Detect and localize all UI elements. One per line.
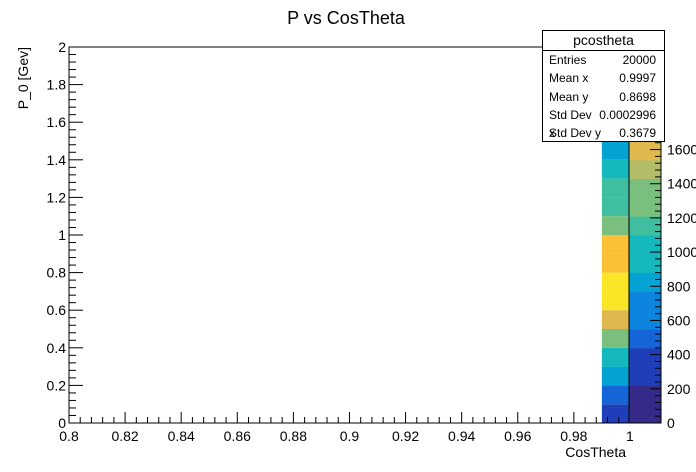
z-tick-label: 200: [667, 381, 691, 397]
heatmap-cell: [601, 159, 630, 179]
y-tick-label: 0.8: [47, 265, 67, 281]
heatmap-cell: [601, 404, 630, 423]
y-axis-title: P_0 [Gev]: [15, 47, 31, 109]
palette-cell: [629, 291, 661, 311]
stats-label: Mean y: [549, 89, 589, 104]
stats-row: Entries 20000: [543, 51, 664, 69]
stats-row: Mean y 0.8698: [543, 88, 664, 106]
z-tick-label: 1000: [667, 244, 696, 260]
stats-label: Entries: [549, 53, 587, 67]
y-tick-label: 0: [58, 415, 66, 431]
heatmap-cell: [601, 310, 630, 329]
z-tick-label: 1400: [667, 176, 696, 192]
heatmap-cell: [601, 291, 630, 311]
stats-value: 0.3679: [619, 126, 656, 141]
stats-value: 0.8698: [619, 89, 656, 104]
palette-cell: [629, 385, 661, 405]
x-tick-label: 0.98: [560, 428, 587, 444]
x-tick-label: 0.9: [340, 428, 360, 444]
x-tick-label: 0.94: [448, 428, 475, 444]
y-tick-label: 1.6: [47, 114, 67, 130]
z-tick-label: 1600: [667, 142, 696, 158]
x-axis: 0.8 0.82 0.84 0.86 0.88 0.9 0.92 0.94 0.96 0.98 1: [59, 412, 653, 444]
palette-cell: [629, 235, 661, 255]
stats-title: pcostheta: [543, 31, 664, 51]
palette-cell: [629, 141, 661, 161]
stats-label: Std Dev x: [549, 107, 592, 141]
stats-value: 0.0002996: [599, 107, 656, 122]
y-tick-label: 1: [58, 227, 66, 243]
x-tick-label: 1: [626, 428, 634, 444]
stats-label: Std Dev y: [549, 126, 602, 141]
palette-cell: [629, 366, 661, 386]
heatmap-cell: [601, 141, 630, 160]
z-tick-label: 1200: [667, 210, 696, 226]
x-tick-label: 0.88: [280, 428, 307, 444]
y-tick-label: 1.2: [47, 189, 67, 205]
y-tick-label: 0.4: [47, 340, 67, 356]
heatmap-cell: [601, 216, 630, 235]
heatmap-cell: [601, 253, 630, 273]
heatmap-cell: [601, 385, 630, 405]
palette-cell: [629, 197, 661, 217]
x-tick-label: 0.82: [111, 428, 138, 444]
y-tick-label: 0.2: [47, 377, 67, 393]
chart-title: P vs CosTheta: [287, 8, 406, 28]
heatmap-cell: [601, 178, 630, 198]
palette-cell: [629, 272, 661, 292]
x-tick-label: 0.84: [168, 428, 195, 444]
stats-row: Std Dev x 0.0002996: [543, 106, 664, 141]
stats-row: Std Dev y 0.3679: [543, 124, 664, 142]
palette-cell: [629, 253, 661, 274]
palette-cell: [629, 404, 661, 424]
heatmap-cell: [601, 347, 630, 367]
palette-cell: [629, 310, 661, 330]
palette-cell: [629, 347, 661, 368]
y-tick-label: 1.8: [47, 77, 67, 93]
x-tick-label: 0.8: [59, 428, 79, 444]
stats-value: 0.9997: [619, 71, 656, 86]
heatmap-cell: [601, 235, 630, 254]
heatmap-cell: [601, 366, 630, 386]
x-tick-label: 0.96: [504, 428, 531, 444]
heatmap-cell: [601, 272, 630, 292]
z-tick-label: 600: [667, 312, 691, 328]
y-tick-label: 1.4: [47, 152, 67, 168]
x-tick-label: 0.92: [392, 428, 419, 444]
heatmap-cell: [601, 197, 630, 217]
x-axis-title: CosTheta: [565, 444, 626, 460]
palette-cell: [629, 216, 661, 236]
stats-row: Mean x 0.9997: [543, 69, 664, 87]
stats-box: pcostheta Entries 20000 Mean x 0.9997 Mean y…: [542, 30, 665, 142]
z-tick-label: 400: [667, 347, 691, 363]
z-tick-label: 800: [667, 278, 691, 294]
palette-cell: [629, 329, 661, 349]
stats-label: Mean x: [549, 71, 589, 86]
heatmap-cell: [601, 329, 630, 348]
z-tick-label: 0: [667, 415, 675, 431]
palette-cell: [629, 178, 661, 198]
y-axis: 0 0.2 0.4 0.6 0.8 1 1.2 1.4 1.6 1.8 2: [47, 39, 83, 431]
x-tick-label: 0.86: [224, 428, 251, 444]
stats-value: 20000: [622, 53, 656, 67]
y-tick-label: 0.6: [47, 302, 67, 318]
palette-cell: [629, 159, 661, 180]
y-tick-label: 2: [58, 39, 66, 55]
heatmap-cells: [601, 122, 630, 423]
